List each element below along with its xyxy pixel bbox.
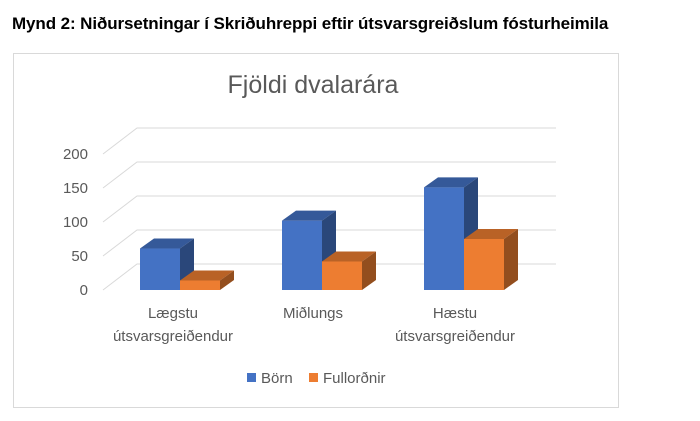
gridline bbox=[102, 161, 556, 189]
legend-swatch bbox=[309, 373, 318, 382]
gridline bbox=[102, 195, 556, 223]
category-label: Lægstu bbox=[148, 305, 198, 322]
bar-front bbox=[140, 248, 180, 290]
bar-front bbox=[424, 187, 464, 290]
bar-side bbox=[504, 229, 518, 290]
bar-top bbox=[464, 229, 518, 239]
bar-Börn-2 bbox=[424, 177, 478, 290]
bar-front bbox=[322, 261, 362, 290]
bar-Fullorðnir-2 bbox=[464, 229, 518, 290]
legend-swatch bbox=[247, 373, 256, 382]
bar-Börn-0 bbox=[140, 238, 194, 290]
category-label: Hæstu bbox=[433, 305, 477, 322]
bar-top bbox=[140, 238, 194, 249]
legend-label: Börn bbox=[261, 370, 293, 387]
gridline bbox=[102, 229, 556, 257]
bar-front bbox=[180, 280, 220, 290]
y-tick-label: 100 bbox=[63, 214, 88, 231]
y-tick-label: 0 bbox=[80, 282, 88, 299]
bar-Fullorðnir-1 bbox=[322, 251, 376, 290]
bar-front bbox=[282, 220, 322, 290]
y-tick-label: 50 bbox=[71, 248, 88, 265]
figure-caption: Mynd 2: Niðursetningar í Skriðuhreppi ef… bbox=[12, 14, 609, 33]
y-tick-label: 150 bbox=[63, 180, 88, 197]
category-label: Miðlungs bbox=[283, 305, 343, 322]
bar-top bbox=[180, 270, 234, 281]
bar-side bbox=[362, 251, 376, 290]
bar-top bbox=[424, 177, 478, 188]
category-label: útsvarsgreiðendur bbox=[395, 328, 515, 345]
legend-label: Fullorðnir bbox=[323, 370, 386, 387]
bar-front bbox=[464, 239, 504, 290]
gridline bbox=[102, 263, 556, 291]
y-tick-label: 200 bbox=[63, 146, 88, 163]
bar-Fullorðnir-0 bbox=[180, 270, 234, 290]
chart-title: Fjöldi dvalarára bbox=[228, 71, 399, 99]
bar-top bbox=[322, 251, 376, 262]
bar-side bbox=[220, 270, 234, 290]
gridline bbox=[102, 127, 556, 155]
category-label: útsvarsgreiðendur bbox=[113, 328, 233, 345]
bar-top bbox=[282, 210, 336, 221]
